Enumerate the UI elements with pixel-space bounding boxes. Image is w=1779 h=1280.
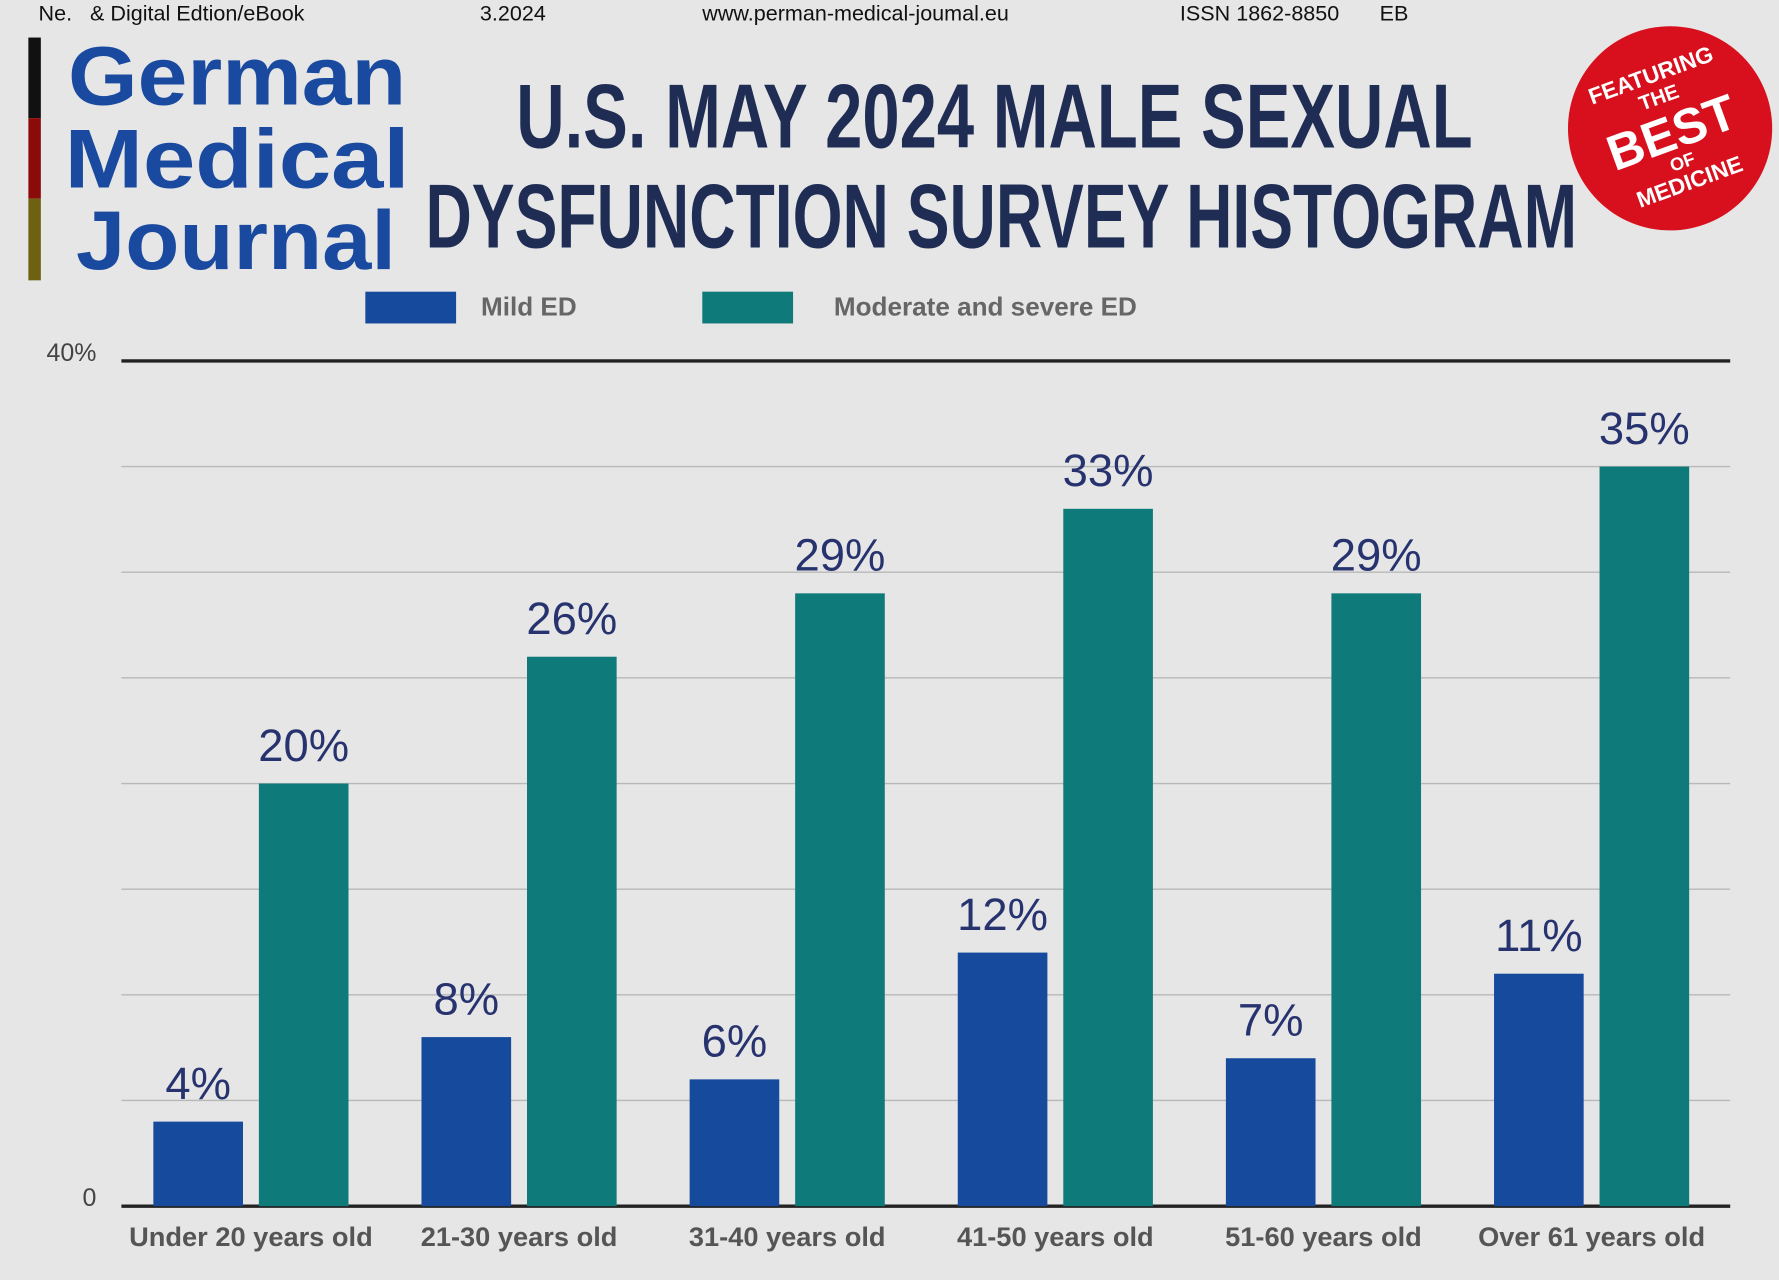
value-label: 11% bbox=[1495, 910, 1582, 961]
issue: Ne. & Digital Edtion/eBook bbox=[39, 1, 305, 26]
x-tick-label: 31-40 years old bbox=[689, 1221, 886, 1252]
badge bbox=[1567, 26, 1773, 231]
bar bbox=[795, 593, 885, 1207]
legend-swatch bbox=[702, 291, 794, 324]
x-tick-label: Over 61 years old bbox=[1478, 1221, 1705, 1252]
logo-line: German bbox=[68, 28, 406, 122]
bar bbox=[1225, 1058, 1316, 1207]
value-label: 33% bbox=[1063, 445, 1154, 496]
chart-title: DYSFUNCTION SURVEY HISTOGRAM bbox=[425, 166, 1577, 267]
date: 3.2024 bbox=[480, 1, 546, 26]
issn: ISSN 1862-8850 bbox=[1180, 1, 1339, 26]
bar bbox=[1063, 508, 1153, 1207]
value-label: 12% bbox=[957, 889, 1048, 940]
chart-title: U.S. MAY 2024 MALE SEXUAL bbox=[516, 67, 1472, 168]
value-label: 20% bbox=[258, 720, 349, 771]
bar bbox=[1599, 466, 1690, 1207]
bar bbox=[421, 1037, 512, 1207]
value-label: 29% bbox=[1331, 530, 1422, 581]
value-label: 35% bbox=[1599, 403, 1690, 454]
bar bbox=[258, 783, 349, 1207]
bar bbox=[153, 1121, 243, 1207]
bar bbox=[689, 1079, 780, 1207]
legend-label: Moderate and severe ED bbox=[834, 292, 1137, 322]
logo-line: Journal bbox=[76, 193, 396, 287]
value-label: 29% bbox=[795, 530, 886, 581]
flag-black bbox=[28, 37, 41, 119]
value-label: 7% bbox=[1238, 995, 1304, 1046]
flag-gold bbox=[28, 198, 41, 281]
bar bbox=[1331, 593, 1422, 1207]
url: www.perman-medical-joumal.eu bbox=[701, 1, 1009, 26]
flag-red bbox=[28, 118, 41, 199]
value-label: 8% bbox=[434, 973, 500, 1024]
x-tick-label: 51-60 years old bbox=[1225, 1221, 1422, 1252]
value-label: 26% bbox=[526, 593, 617, 644]
y-tick-label: 0 bbox=[83, 1184, 97, 1212]
value-label: 6% bbox=[702, 1016, 768, 1067]
legend-swatch bbox=[365, 291, 457, 324]
logo-line: Medical bbox=[65, 111, 410, 205]
legend-label: Mild ED bbox=[481, 292, 577, 322]
x-tick-label: Under 20 years old bbox=[129, 1221, 373, 1252]
x-tick-label: 41-50 years old bbox=[957, 1221, 1154, 1252]
bar bbox=[957, 952, 1048, 1207]
bar bbox=[527, 656, 617, 1207]
x-tick-label: 21-30 years old bbox=[421, 1221, 618, 1252]
bar bbox=[1494, 973, 1584, 1207]
value-label: 4% bbox=[165, 1058, 231, 1109]
edition: EB bbox=[1380, 1, 1409, 26]
y-tick-label: 40% bbox=[46, 339, 96, 367]
